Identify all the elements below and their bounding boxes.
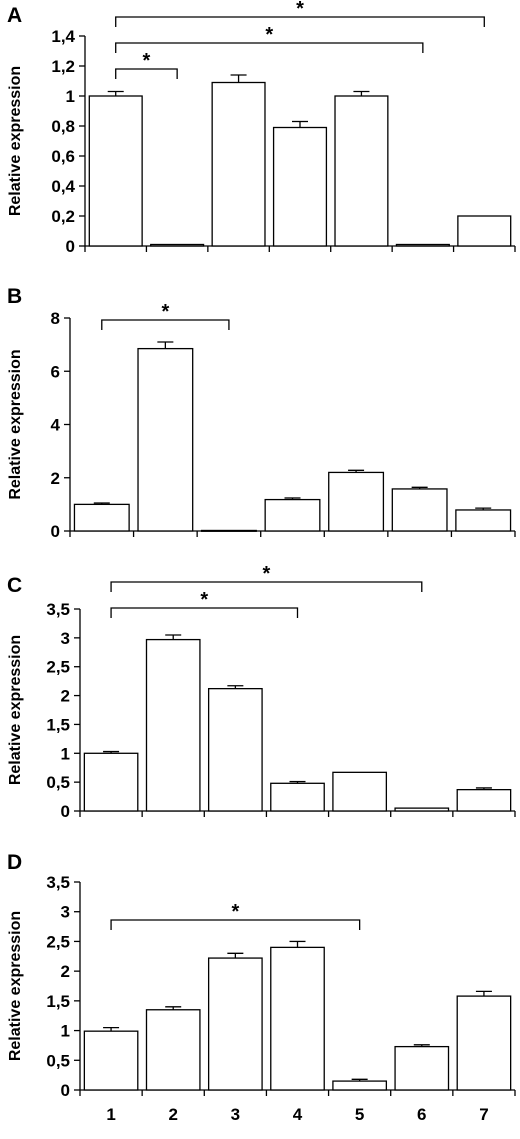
bar — [332, 1080, 388, 1091]
bar — [456, 995, 512, 1091]
y-axis-label: Relative expression — [7, 911, 24, 1061]
bar — [137, 347, 194, 532]
bar — [395, 243, 450, 247]
y-tick-label: 2 — [51, 469, 60, 488]
bar — [272, 126, 328, 247]
y-axis-label: Relative expression — [7, 635, 24, 785]
bar — [145, 638, 201, 812]
panel-letter: B — [7, 285, 22, 308]
bar — [394, 1045, 450, 1091]
significance-bracket — [110, 581, 423, 592]
significance-bracket — [101, 319, 230, 330]
y-tick-label: 1,5 — [46, 992, 70, 1011]
significance-star: * — [200, 589, 208, 611]
bar — [394, 807, 450, 812]
significance-bracket — [110, 607, 299, 618]
significance-bracket — [115, 42, 424, 53]
y-tick-label: 0 — [61, 1081, 70, 1100]
bar — [328, 471, 385, 532]
significance-star: * — [143, 50, 151, 72]
x-tick-label: 6 — [417, 1105, 426, 1124]
significance-bracket — [110, 919, 361, 930]
x-tick-label: 2 — [168, 1105, 177, 1124]
significance-star: * — [231, 901, 239, 923]
bar — [270, 946, 325, 1091]
y-tick-label: 1,5 — [46, 715, 70, 734]
panel-a: A Relative expression 0 0,2 0,4 0,6 0,8 1 1,2 1,4… — [7, 0, 516, 256]
y-axis-label: Relative expression — [7, 66, 24, 216]
y-tick-label: 0,8 — [51, 117, 75, 136]
y-tick-label: 3,5 — [46, 600, 70, 619]
bar — [83, 1030, 139, 1091]
bar — [83, 752, 139, 812]
y-tick-label: 0,4 — [51, 177, 75, 196]
bar — [145, 1009, 201, 1091]
y-tick-label: 2 — [61, 962, 70, 981]
significance-star: * — [161, 301, 169, 323]
y-tick-label: 1,2 — [51, 57, 75, 76]
bar — [150, 243, 205, 247]
y-tick-label: 3,5 — [46, 873, 70, 892]
bar — [211, 81, 266, 247]
bar — [270, 782, 325, 812]
y-tick-label: 0,5 — [46, 773, 70, 792]
bar — [455, 509, 512, 532]
significance-star: * — [263, 563, 271, 585]
y-tick-label: 1 — [61, 1022, 70, 1041]
y-tick-label: 6 — [51, 362, 60, 381]
significance-bracket — [115, 16, 485, 27]
y-tick-label: 0 — [61, 802, 70, 821]
bar — [264, 498, 321, 532]
bar — [456, 788, 512, 812]
panel-letter: C — [7, 574, 22, 597]
y-tick-label: 2,5 — [46, 932, 70, 951]
significance-star: * — [296, 0, 304, 20]
y-tick-label: 1 — [66, 87, 75, 106]
significance-star: * — [265, 24, 273, 46]
bar — [207, 687, 263, 812]
bar — [73, 503, 130, 532]
bar — [200, 529, 257, 532]
bar — [391, 488, 448, 532]
y-tick-label: 0 — [66, 237, 75, 256]
x-tick-label: 5 — [355, 1105, 364, 1124]
x-tick-label: 7 — [479, 1105, 488, 1124]
y-tick-label: 2 — [61, 687, 70, 706]
panel-letter: D — [7, 851, 22, 874]
x-tick-label: 1 — [106, 1105, 115, 1124]
y-tick-label: 1,4 — [51, 27, 75, 46]
bar — [207, 957, 263, 1091]
x-tick-label: 3 — [231, 1105, 240, 1124]
bar — [334, 95, 389, 247]
bar — [88, 95, 143, 247]
y-tick-label: 4 — [51, 416, 61, 435]
panel-c: C Relative expression 0 0,5 1 1,5 2 2,5 3 3,5 * * — [7, 563, 516, 821]
panel-letter: A — [7, 4, 22, 27]
panel-d: D Relative expression 0 0,5 1 1,5 2 2,5 3 3,5 1 2 3 4… — [7, 851, 516, 1124]
y-tick-label: 0,6 — [51, 147, 75, 166]
y-tick-label: 0 — [51, 522, 60, 541]
y-tick-label: 0,2 — [51, 207, 75, 226]
x-tick-label: 4 — [293, 1105, 303, 1124]
panel-b: B Relative expression 0 2 4 6 8 * — [7, 285, 516, 541]
significance-bracket — [115, 68, 178, 79]
bar — [332, 771, 388, 812]
y-tick-label: 0,5 — [46, 1051, 70, 1070]
y-tick-label: 3 — [61, 629, 70, 648]
y-tick-label: 2,5 — [46, 658, 70, 677]
y-axis-label: Relative expression — [7, 349, 24, 499]
y-tick-label: 1 — [61, 744, 70, 763]
y-tick-label: 3 — [61, 903, 70, 922]
bar — [457, 215, 512, 247]
y-tick-label: 8 — [51, 309, 60, 328]
